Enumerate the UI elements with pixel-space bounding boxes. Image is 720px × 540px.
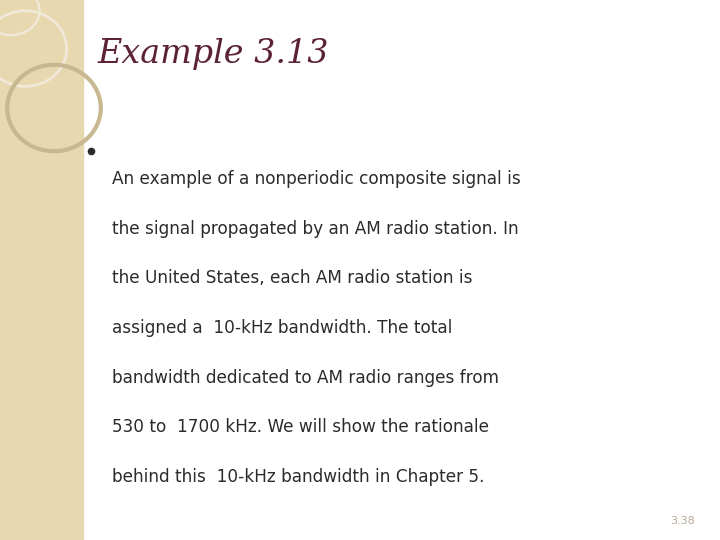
Text: An example of a nonperiodic composite signal is: An example of a nonperiodic composite si… bbox=[112, 170, 521, 188]
Text: assigned a  10-kHz bandwidth. The total: assigned a 10-kHz bandwidth. The total bbox=[112, 319, 452, 337]
Text: Example 3.13: Example 3.13 bbox=[97, 38, 329, 70]
Text: the signal propagated by an AM radio station. In: the signal propagated by an AM radio sta… bbox=[112, 220, 518, 238]
Text: the United States, each AM radio station is: the United States, each AM radio station… bbox=[112, 269, 472, 287]
Text: 530 to  1700 kHz. We will show the rationale: 530 to 1700 kHz. We will show the ration… bbox=[112, 418, 489, 436]
Text: 3.38: 3.38 bbox=[670, 516, 695, 526]
Bar bbox=[0, 0, 83, 540]
Text: bandwidth dedicated to AM radio ranges from: bandwidth dedicated to AM radio ranges f… bbox=[112, 369, 498, 387]
Text: behind this  10-kHz bandwidth in Chapter 5.: behind this 10-kHz bandwidth in Chapter … bbox=[112, 468, 484, 486]
